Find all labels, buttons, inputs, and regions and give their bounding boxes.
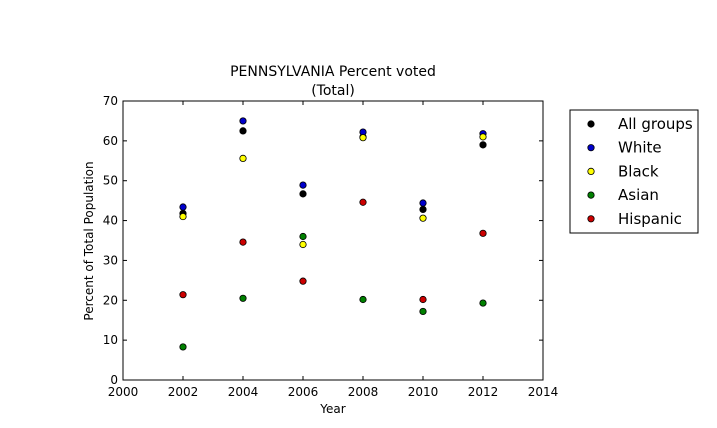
y-tick-label: 60 xyxy=(103,134,118,148)
x-tick-label: 2002 xyxy=(168,385,199,399)
data-point-hispanic xyxy=(179,291,187,299)
data-point-asian xyxy=(299,232,307,241)
x-tick-label: 2008 xyxy=(348,385,379,399)
data-point-black xyxy=(419,214,427,222)
axis-ticks xyxy=(122,100,544,381)
data-point-asian xyxy=(479,299,487,307)
legend-label-hispanic: Hispanic xyxy=(618,210,682,228)
plot-frame xyxy=(122,100,544,381)
data-point-black xyxy=(359,134,367,142)
legend-marker-white xyxy=(587,144,595,152)
legend-label-white: White xyxy=(618,139,662,157)
data-point-all-groups xyxy=(299,190,307,198)
plot-area xyxy=(122,100,544,381)
y-tick-label: 50 xyxy=(103,174,118,188)
chart-title: PENNSYLVANIA Percent voted xyxy=(230,64,436,80)
data-point-hispanic xyxy=(239,238,247,246)
y-tick-label: 10 xyxy=(103,333,118,347)
data-point-black xyxy=(179,212,187,221)
legend: All groups White Black Asian Hispanic xyxy=(569,109,699,234)
data-point-asian xyxy=(239,294,247,302)
x-tick-label: 2004 xyxy=(228,385,259,399)
data-point-asian xyxy=(419,307,427,316)
y-tick-label: 20 xyxy=(103,293,118,307)
data-point-all-groups xyxy=(419,205,427,214)
data-point-white xyxy=(299,181,307,189)
data-point-hispanic xyxy=(419,295,427,304)
legend-label-all-groups: All groups xyxy=(618,115,693,133)
data-point-white xyxy=(239,117,247,125)
x-axis-label: Year xyxy=(319,402,345,416)
x-tick-label: 2010 xyxy=(408,385,439,399)
y-tick-label: 0 xyxy=(110,373,118,387)
legend-label-black: Black xyxy=(618,162,659,180)
data-point-asian xyxy=(179,343,187,351)
data-point-black xyxy=(479,133,487,141)
legend-marker-black xyxy=(587,167,595,175)
x-tick-label: 2006 xyxy=(288,385,319,399)
y-tick-label: 70 xyxy=(103,94,118,108)
y-tick-label: 30 xyxy=(103,253,118,267)
x-tick-label: 2000 xyxy=(108,385,139,399)
legend-marker-asian xyxy=(587,191,595,199)
x-tick-label: 2012 xyxy=(468,385,499,399)
data-point-hispanic xyxy=(479,229,487,237)
data-point-white xyxy=(179,203,187,211)
y-tick-label: 40 xyxy=(103,214,118,228)
y-tick-labels: 0 10 20 30 40 50 60 70 xyxy=(103,94,118,387)
data-point-all-groups xyxy=(239,127,247,135)
data-points xyxy=(179,117,487,351)
data-point-hispanic xyxy=(299,277,307,285)
data-point-black xyxy=(239,154,247,162)
legend-label-asian: Asian xyxy=(618,186,659,204)
data-point-asian xyxy=(359,295,367,304)
legend-marker-all-groups xyxy=(587,120,595,128)
data-point-white xyxy=(419,199,427,207)
x-tick-labels: 2000 2002 2004 2006 2008 2010 2012 2014 xyxy=(108,385,559,399)
data-point-all-groups xyxy=(479,141,487,149)
y-axis-label: Percent of Total Population xyxy=(82,161,96,320)
legend-marker-hispanic xyxy=(587,215,595,223)
x-tick-label: 2014 xyxy=(528,385,559,399)
chart-subtitle: (Total) xyxy=(311,83,355,99)
data-point-black xyxy=(299,240,307,249)
data-point-hispanic xyxy=(359,198,367,206)
